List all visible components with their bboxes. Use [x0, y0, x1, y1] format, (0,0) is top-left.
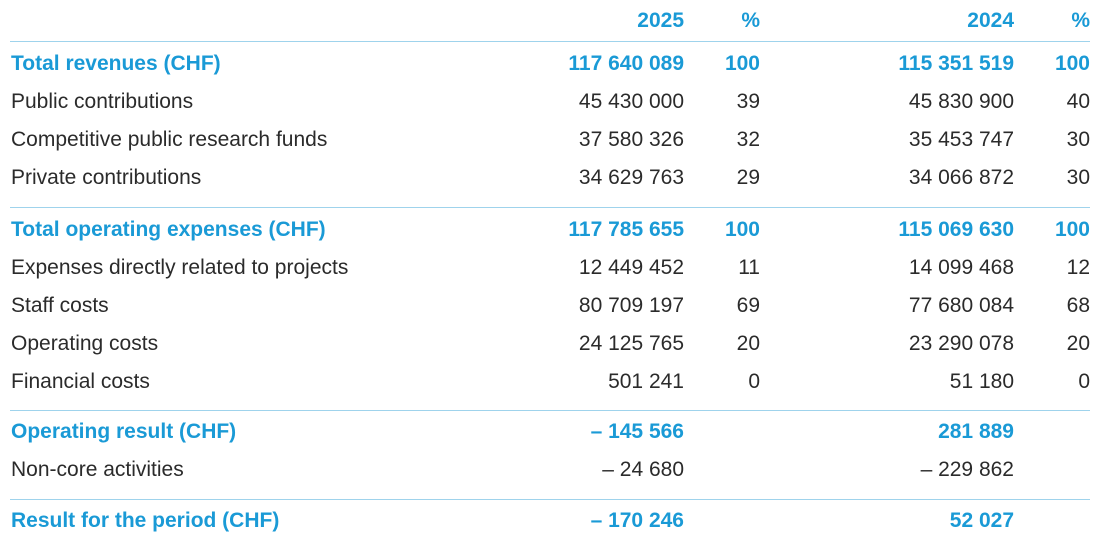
total-expenses-row: Total operating expenses (CHF) 117 785 6…: [0, 211, 1100, 249]
value-2025: – 145 566: [590, 420, 684, 443]
row-label: Public contributions: [11, 90, 194, 113]
row-label: Staff costs: [11, 294, 109, 317]
row-label: Private contributions: [11, 166, 202, 189]
percent-2024: 20: [1066, 332, 1090, 355]
percent-2025: 11: [738, 256, 760, 279]
value-2025: 501 241: [608, 370, 684, 393]
value-2025: 12 449 452: [578, 256, 684, 279]
value-2025: – 24 680: [602, 458, 684, 481]
row-label: Expenses directly related to projects: [11, 256, 349, 279]
value-2024: 281 889: [938, 420, 1014, 443]
percent-2024: 12: [1066, 256, 1090, 279]
value-2025: 34 629 763: [578, 166, 684, 189]
value-2025: – 170 246: [590, 509, 684, 532]
value-2024: 14 099 468: [908, 256, 1014, 279]
table-row: Staff costs 80 709 197 69 77 680 084 68: [0, 287, 1100, 325]
percent-2024: 30: [1066, 166, 1090, 189]
row-label: Competitive public research funds: [11, 128, 328, 151]
non-core-activities-row: Non-core activities – 24 680 – 229 862: [0, 451, 1100, 489]
percent-2024: 100: [1054, 52, 1090, 75]
table-row: Expenses directly related to projects 12…: [0, 249, 1100, 287]
header-year-current: 2025: [637, 9, 684, 32]
value-2024: 35 453 747: [908, 128, 1014, 151]
value-2024: 51 180: [949, 370, 1014, 393]
header-year-previous: 2024: [967, 9, 1014, 32]
value-2024: 52 027: [949, 509, 1014, 532]
value-2025: 117 785 655: [568, 218, 684, 241]
value-2024: 34 066 872: [908, 166, 1014, 189]
value-2025: 37 580 326: [578, 128, 684, 151]
value-2024: 115 351 519: [898, 52, 1014, 75]
value-2024: 23 290 078: [908, 332, 1014, 355]
percent-2024: 68: [1066, 294, 1090, 317]
table-header-row: 2025 % 2024 %: [0, 2, 1100, 40]
table-row: Public contributions 45 430 000 39 45 83…: [0, 83, 1100, 121]
divider: [10, 41, 1090, 42]
total-revenues-row: Total revenues (CHF) 117 640 089 100 115…: [0, 45, 1100, 83]
percent-2025: 20: [736, 332, 760, 355]
percent-2025: 69: [736, 294, 760, 317]
row-label: Total revenues (CHF): [11, 52, 221, 75]
operating-result-row: Operating result (CHF) – 145 566 281 889: [0, 413, 1100, 451]
divider: [10, 207, 1090, 208]
table-row: Financial costs 501 241 0 51 180 0: [0, 363, 1100, 401]
percent-2024: 100: [1054, 218, 1090, 241]
divider: [10, 499, 1090, 500]
row-label: Financial costs: [11, 370, 150, 393]
value-2025: 117 640 089: [568, 52, 684, 75]
table-row: Operating costs 24 125 765 20 23 290 078…: [0, 325, 1100, 363]
percent-2025: 32: [736, 128, 760, 151]
header-pct-previous: %: [1071, 9, 1090, 32]
table-row: Private contributions 34 629 763 29 34 0…: [0, 159, 1100, 197]
percent-2024: 30: [1066, 128, 1090, 151]
divider: [10, 410, 1090, 411]
percent-2025: 100: [724, 218, 760, 241]
percent-2025: 39: [736, 90, 760, 113]
header-pct-current: %: [741, 9, 760, 32]
value-2025: 45 430 000: [578, 90, 684, 113]
value-2024: 45 830 900: [908, 90, 1014, 113]
percent-2024: 0: [1078, 370, 1090, 393]
percent-2024: 40: [1066, 90, 1090, 113]
row-label: Non-core activities: [11, 458, 184, 481]
value-2024: 77 680 084: [908, 294, 1014, 317]
value-2024: 115 069 630: [898, 218, 1014, 241]
row-label: Operating result (CHF): [11, 420, 237, 443]
period-result-row: Result for the period (CHF) – 170 246 52…: [0, 502, 1100, 540]
value-2024: – 229 862: [920, 458, 1014, 481]
table-row: Competitive public research funds 37 580…: [0, 121, 1100, 159]
percent-2025: 100: [724, 52, 760, 75]
value-2025: 24 125 765: [578, 332, 684, 355]
percent-2025: 0: [748, 370, 760, 393]
percent-2025: 29: [736, 166, 760, 189]
row-label: Operating costs: [11, 332, 159, 355]
row-label: Result for the period (CHF): [11, 509, 280, 532]
value-2025: 80 709 197: [578, 294, 684, 317]
row-label: Total operating expenses (CHF): [11, 218, 326, 241]
